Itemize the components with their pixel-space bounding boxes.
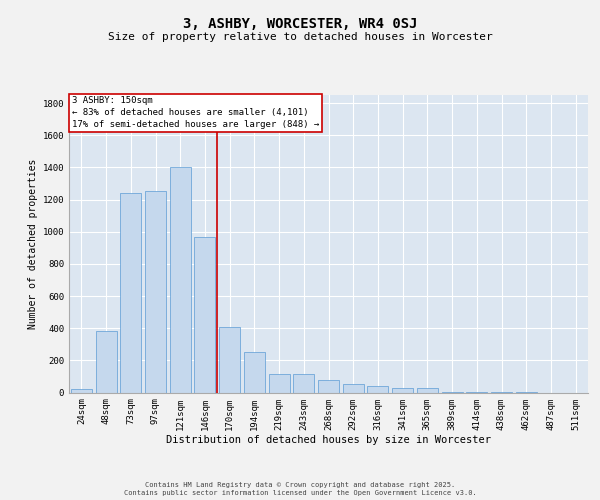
Bar [219,326,240,392]
Y-axis label: Number of detached properties: Number of detached properties [28,158,38,329]
Bar [95,332,116,392]
X-axis label: Distribution of detached houses by size in Worcester: Distribution of detached houses by size … [166,435,491,445]
Bar [343,384,364,392]
Text: Size of property relative to detached houses in Worcester: Size of property relative to detached ho… [107,32,493,42]
Text: Contains HM Land Registry data © Crown copyright and database right 2025.
Contai: Contains HM Land Registry data © Crown c… [124,482,476,496]
Bar [318,380,339,392]
Bar [392,388,413,392]
Bar [244,352,265,393]
Bar [170,168,191,392]
Bar [293,374,314,392]
Bar [71,390,92,392]
Bar [367,386,388,392]
Text: 3 ASHBY: 150sqm
← 83% of detached houses are smaller (4,101)
17% of semi-detache: 3 ASHBY: 150sqm ← 83% of detached houses… [71,96,319,129]
Bar [269,374,290,392]
Bar [145,192,166,392]
Bar [194,236,215,392]
Bar [120,193,141,392]
Text: 3, ASHBY, WORCESTER, WR4 0SJ: 3, ASHBY, WORCESTER, WR4 0SJ [183,18,417,32]
Bar [417,388,438,392]
